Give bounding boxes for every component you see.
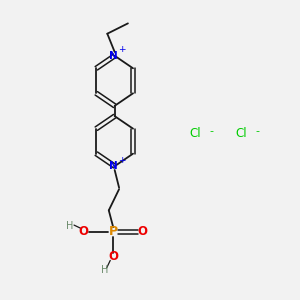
Text: O: O bbox=[108, 250, 118, 263]
Text: H: H bbox=[101, 265, 109, 275]
Text: N: N bbox=[109, 161, 118, 171]
Text: O: O bbox=[79, 225, 89, 238]
Text: -: - bbox=[256, 126, 260, 136]
Text: N: N bbox=[109, 51, 118, 61]
Text: +: + bbox=[118, 45, 126, 54]
Text: Cl: Cl bbox=[236, 127, 247, 140]
Text: P: P bbox=[109, 225, 118, 238]
Text: Cl: Cl bbox=[190, 127, 202, 140]
Text: H: H bbox=[66, 221, 74, 231]
Text: +: + bbox=[118, 156, 126, 165]
Text: O: O bbox=[138, 225, 148, 238]
Text: -: - bbox=[210, 126, 214, 136]
